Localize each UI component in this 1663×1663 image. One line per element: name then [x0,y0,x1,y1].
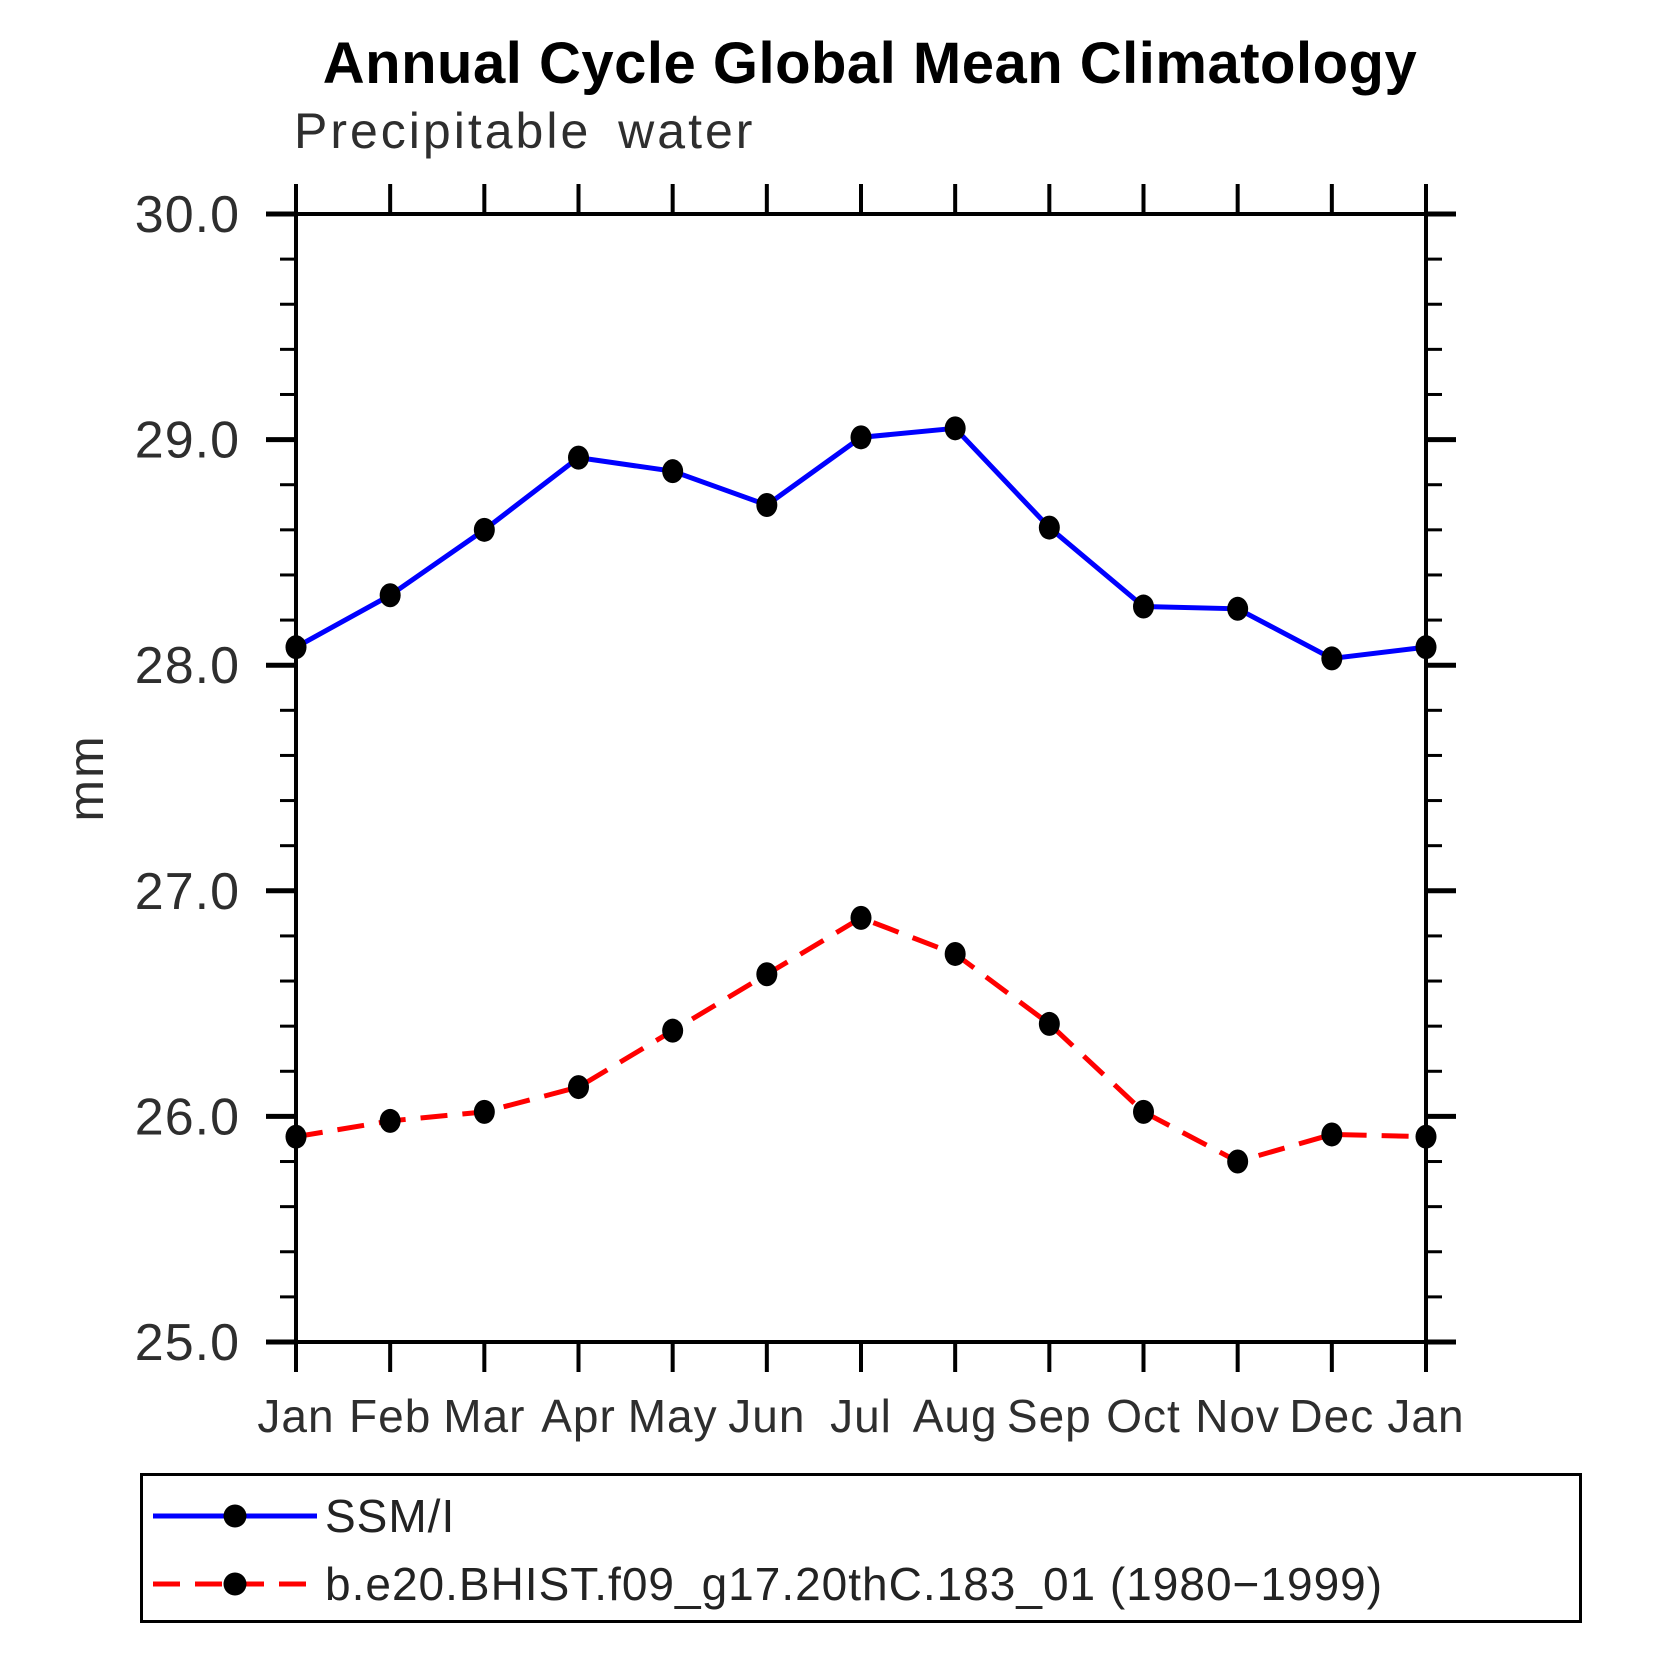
data-point-1 [1133,1099,1154,1124]
chart-title: Annual Cycle Global Mean Climatology [322,31,1418,96]
legend-item-ssmi: SSM/I [149,1485,455,1547]
data-point-0 [473,517,495,542]
x-tick-label: Jan [1387,1390,1464,1442]
data-point-0 [1415,635,1437,660]
data-point-0 [1227,596,1249,621]
series-line-0 [294,425,1427,662]
data-point-1 [568,1075,589,1100]
y-tick-label: 30.0 [135,186,240,244]
data-point-0 [1038,515,1060,540]
data-point-0 [1321,646,1343,671]
data-point-1 [1415,1124,1437,1149]
data-point-0 [568,445,589,470]
data-point-1 [756,962,778,987]
chart-subtitle: Precipitable water [294,103,756,159]
data-point-1 [285,1124,307,1149]
data-point-1 [473,1099,495,1124]
x-tick-label: Aug [913,1390,998,1442]
y-tick-label: 28.0 [135,637,240,695]
legend-box: SSM/I b.e20.BHIST.f09_g17.20thC.183_01 (… [140,1473,1582,1623]
data-point-0 [662,459,684,484]
x-tick-label: Sep [1007,1390,1092,1442]
data-point-0 [756,493,778,518]
series-line-1 [295,915,1427,1165]
legend-sample-ssmi [153,1504,317,1528]
legend-sample-model [153,1572,317,1596]
x-tick-label: May [628,1390,718,1442]
x-tick-label: Jan [257,1390,334,1442]
x-tick-label: Mar [443,1390,525,1442]
data-point-1 [1321,1122,1343,1147]
legend-marker-model-icon [223,1572,247,1596]
y-tick-label: 29.0 [135,412,240,470]
legend-item-model: b.e20.BHIST.f09_g17.20thC.183_01 (1980−1… [149,1553,1383,1615]
legend-label-model: b.e20.BHIST.f09_g17.20thC.183_01 (1980−1… [325,1558,1384,1610]
data-point-1 [1038,1011,1060,1036]
x-tick-label: Feb [349,1390,431,1442]
y-tick-label: 25.0 [135,1314,240,1372]
data-point-0 [850,425,872,450]
data-point-0 [285,635,307,660]
data-point-1 [944,941,966,966]
data-point-0 [379,583,401,608]
legend-label-ssmi: SSM/I [325,1490,456,1542]
axis-frame [294,212,1428,1344]
data-point-0 [1133,594,1154,619]
data-point-1 [662,1018,684,1043]
x-tick-label: Jul [830,1390,892,1442]
data-point-1 [850,905,872,930]
x-tick-label: Oct [1106,1390,1181,1442]
x-tick-label: Apr [541,1390,616,1442]
legend-marker-ssmi-icon [223,1504,247,1528]
y-tick-label: 26.0 [135,1088,240,1146]
x-tick-label: Jun [728,1390,805,1442]
data-point-1 [379,1108,401,1133]
data-point-1 [1227,1149,1249,1174]
data-point-0 [944,416,966,441]
x-tick-label: Nov [1195,1390,1280,1442]
y-tick-label: 27.0 [135,863,240,921]
x-tick-label: Dec [1289,1390,1374,1442]
